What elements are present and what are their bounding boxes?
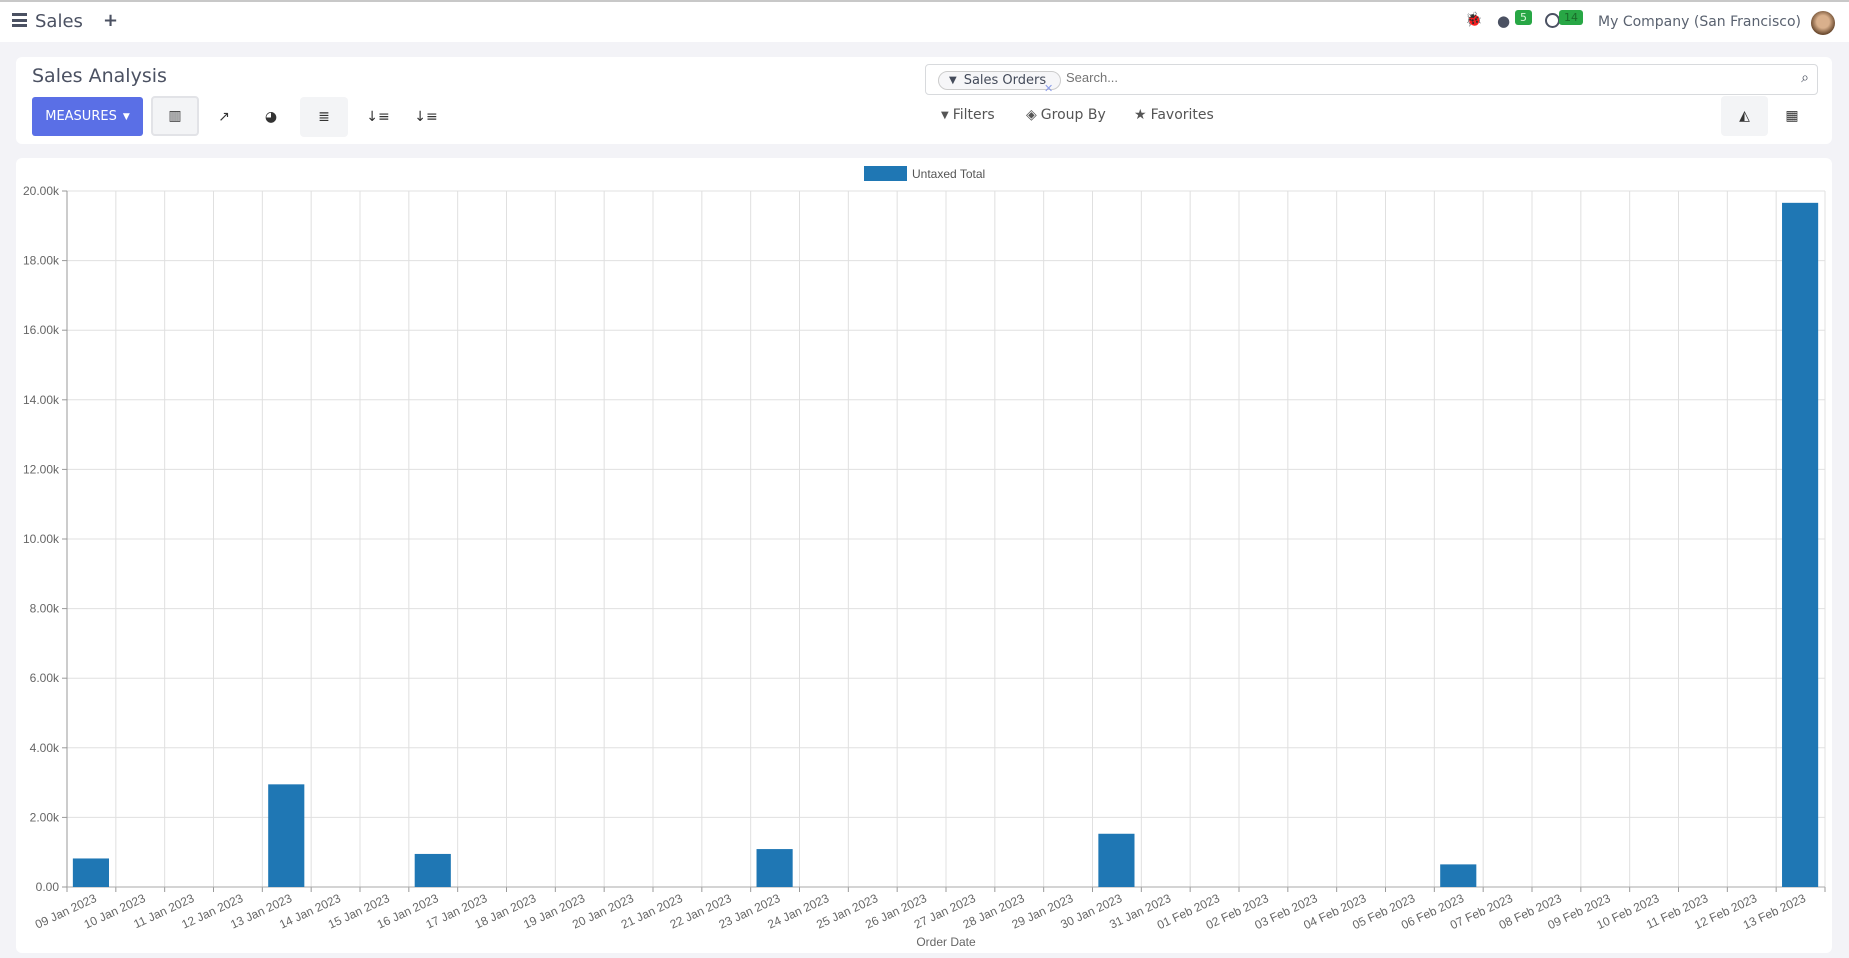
y-tick-label: 12.00k (23, 462, 60, 476)
sort-descending-button[interactable]: ↓≡ (354, 97, 402, 137)
y-tick-label: 16.00k (23, 323, 60, 337)
filter-icon: ▼ (941, 109, 949, 121)
search-facet[interactable]: ▼ Sales Orders (938, 71, 1062, 90)
app-title[interactable]: Sales (35, 11, 83, 32)
measures-label: MEASURES (45, 109, 117, 124)
bar-30-jan-2023 (1098, 833, 1135, 887)
line-chart-icon: ↗ (218, 109, 230, 125)
bar-13-jan-2023 (268, 784, 305, 887)
y-tick-label: 2.00k (30, 810, 60, 824)
messages-badge: 5 (1515, 10, 1532, 25)
avatar[interactable] (1811, 11, 1835, 35)
y-tick-label: 20.00k (23, 184, 60, 198)
y-tick-label: 14.00k (23, 393, 60, 407)
search-icon[interactable]: ⌕ (1801, 70, 1809, 86)
x-axis-title: Order Date (916, 935, 976, 949)
legend-label: Untaxed Total (912, 167, 985, 181)
caret-down-icon: ▼ (122, 111, 130, 122)
measures-button[interactable]: MEASURES ▼ (32, 97, 143, 136)
database-icon: ≣ (318, 109, 330, 125)
filter-icon: ▼ (949, 75, 957, 86)
y-tick-label: 8.00k (30, 602, 60, 616)
legend-swatch (864, 166, 907, 181)
star-icon: ★ (1134, 107, 1147, 123)
y-tick-label: 18.00k (23, 254, 60, 268)
top-navbar: Sales + 🐞 ● 5 14 My Company (San Francis… (0, 0, 1849, 42)
bar-23-jan-2023 (756, 849, 793, 887)
bar-09-jan-2023 (72, 858, 109, 887)
chat-icon[interactable]: ● (1497, 12, 1511, 30)
search-bar[interactable]: ▼ Sales Orders ✕ ⌕ (925, 64, 1818, 95)
bar-chart-icon: ▥ (168, 108, 182, 124)
bar-13-feb-2023 (1782, 202, 1819, 887)
bar-chart-button[interactable]: ▥ (151, 96, 199, 136)
table-icon: ▦ (1785, 108, 1799, 124)
area-chart-icon: ◭ (1739, 108, 1750, 124)
sort-descending-icon: ↓≡ (366, 109, 390, 125)
y-tick-label: 0.00 (36, 880, 60, 894)
pie-chart-button[interactable]: ◕ (247, 97, 295, 137)
filters-label: Filters (952, 107, 995, 123)
groupby-label: Group By (1040, 107, 1106, 123)
y-tick-label: 6.00k (30, 671, 60, 685)
sort-ascending-button[interactable]: ↓≡ (402, 97, 450, 137)
facet-remove-icon[interactable]: ✕ (1044, 82, 1054, 95)
bar-16-jan-2023 (414, 853, 451, 887)
favorites-dropdown[interactable]: ★ Favorites (1134, 107, 1214, 123)
company-switcher[interactable]: My Company (San Francisco) (1598, 14, 1801, 30)
layers-icon: ◈ (1026, 107, 1037, 123)
facet-label: Sales Orders (963, 73, 1047, 88)
filters-dropdown[interactable]: ▼ Filters (941, 107, 995, 123)
menu-icon[interactable] (12, 13, 27, 27)
page-title: Sales Analysis (32, 65, 167, 87)
sort-ascending-icon: ↓≡ (414, 109, 438, 125)
pivot-view-button[interactable]: ▦ (1768, 96, 1816, 136)
activities-badge: 14 (1559, 10, 1583, 25)
favorites-label: Favorites (1150, 107, 1214, 123)
chart-card (16, 158, 1832, 953)
pie-chart-icon: ◕ (264, 109, 278, 125)
search-input[interactable] (1066, 70, 1766, 85)
plus-icon[interactable]: + (103, 10, 119, 31)
line-chart-button[interactable]: ↗ (200, 97, 248, 137)
y-tick-label: 10.00k (23, 532, 60, 546)
y-tick-label: 4.00k (30, 741, 60, 755)
groupby-dropdown[interactable]: ◈ Group By (1026, 107, 1106, 123)
bar-06-feb-2023 (1440, 864, 1477, 887)
bug-icon[interactable]: 🐞 (1465, 12, 1483, 28)
stacked-button[interactable]: ≣ (300, 97, 348, 137)
graph-view-button[interactable]: ◭ (1721, 96, 1768, 136)
